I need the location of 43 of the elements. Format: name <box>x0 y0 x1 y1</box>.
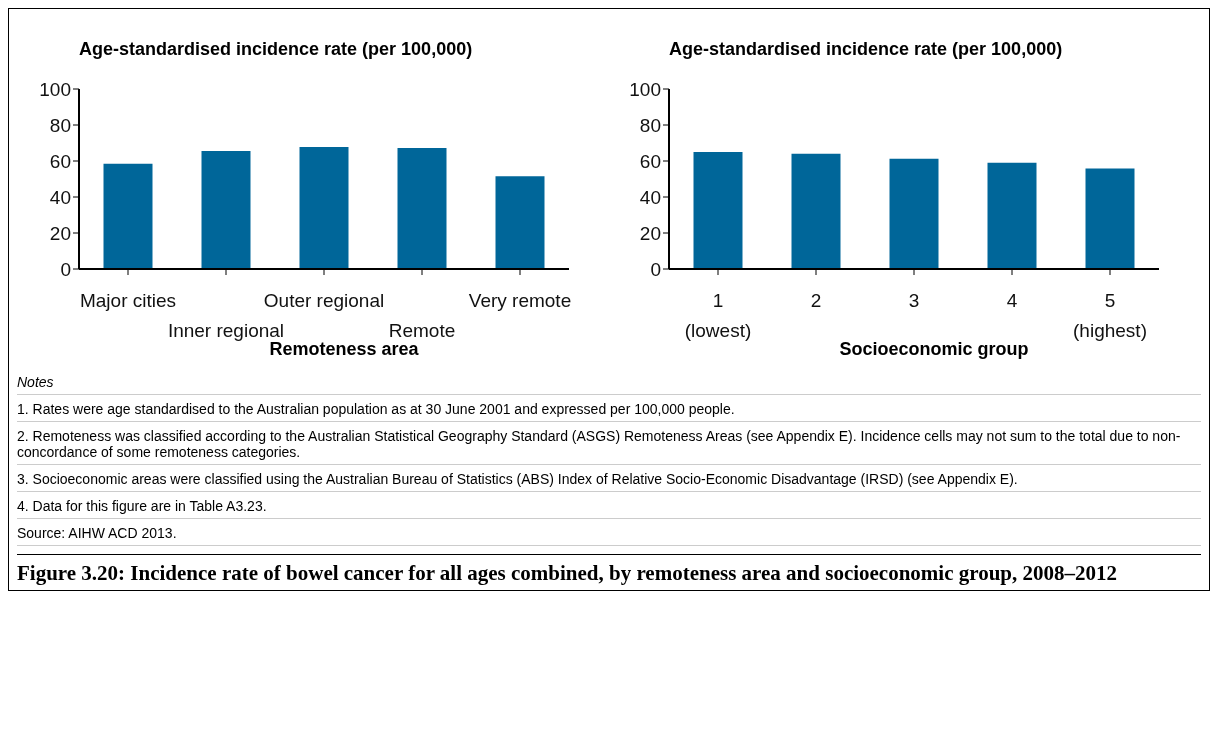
y-tick-label: 60 <box>49 150 71 172</box>
x-tick-label: Major cities <box>79 290 177 311</box>
text: 1. Rates were age standardised to the Australian population as at 30 June 2001 and expressed per 100,000 people. <box>17 401 1201 422</box>
y-tick-label: 100 <box>629 78 661 100</box>
x-tick-label: Outer regional <box>263 290 385 311</box>
x-tick-label: 4 <box>1006 290 1018 311</box>
y-tick-label: 0 <box>60 258 71 280</box>
chart-title: Age-standardised incidence rate (per 100,000) <box>669 39 1064 61</box>
bar <box>1085 168 1135 269</box>
bar <box>987 162 1037 269</box>
x-tick-label: 3 <box>908 290 920 311</box>
x-tick-label: Remote <box>388 320 456 341</box>
y-tick-label: 20 <box>639 222 661 244</box>
x-tick-label: 5 (highest) <box>1073 290 1147 341</box>
y-tick-label: 40 <box>639 186 661 208</box>
bar <box>299 146 349 269</box>
chart-title: Age-standardised incidence rate (per 100,000) <box>79 39 474 61</box>
y-tick-label: 100 <box>39 78 71 100</box>
x-tick-label: Inner regional <box>167 320 285 341</box>
text: Notes <box>17 374 1201 395</box>
y-tick-label: 80 <box>49 114 71 136</box>
x-tick-label: 2 <box>810 290 822 311</box>
caption: Figure 3.20: Incidence rate of bowel cancer for all ages combined, by remoteness area and socioeconomic group, 2008–2012 <box>17 554 1201 586</box>
x-axis-title: Socioeconomic group <box>839 339 1029 359</box>
text: 3. Socioeconomic areas were classified using the Australian Bureau of Statistics (ABS) Index of Relative Socio-Economic Disadvantage (IRSD) (see Appendix E). <box>17 471 1201 492</box>
bar <box>201 151 251 269</box>
source-note: Source: AIHW ACD 2013. <box>17 525 1201 546</box>
text: 2. Remoteness was classified according to the Australian Statistical Geography Standard (ASGS) Remoteness Areas (see Appendix E). Incidence cells may not sum to the total due to non-concordance of some remoteness categories. <box>17 428 1201 465</box>
bar <box>103 163 153 269</box>
bar <box>693 152 743 269</box>
y-tick-label: 20 <box>49 222 71 244</box>
y-tick-label: 60 <box>639 150 661 172</box>
x-tick-label: Very remote <box>468 290 572 311</box>
bar <box>495 176 545 269</box>
y-tick-label: 40 <box>49 186 71 208</box>
x-axis-title: Remoteness area <box>269 339 420 360</box>
bar <box>397 148 447 269</box>
bar <box>791 153 841 269</box>
y-tick-label: 0 <box>650 258 661 280</box>
bar <box>889 158 939 269</box>
y-tick-label: 80 <box>639 114 661 136</box>
x-tick-label: 1 (lowest) <box>684 290 752 341</box>
text: 4. Data for this figure are in Table A3.23. <box>17 498 1201 519</box>
